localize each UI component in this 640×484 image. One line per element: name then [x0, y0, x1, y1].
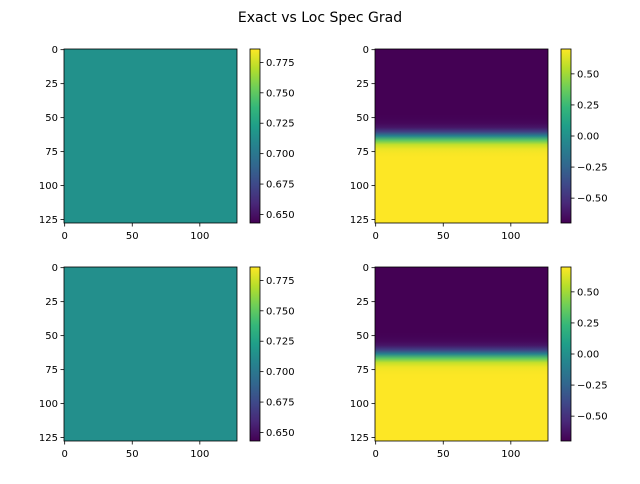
colorbar [249, 266, 261, 442]
colorbar-tick-label: 0.675 [266, 180, 295, 191]
figure-title: Exact vs Loc Spec Grad [238, 10, 402, 26]
colorbar-tick-label: 0.00 [577, 350, 599, 361]
x-tick-label: 100 [501, 449, 520, 460]
colorbar-tick-label: 0.650 [266, 210, 295, 221]
x-tick-label: 0 [372, 231, 378, 242]
axes-frame [63, 266, 238, 442]
axes-frame [374, 266, 549, 442]
x-tick-label: 50 [126, 231, 139, 242]
heatmap-image [375, 267, 548, 441]
subplot-bottom-right: 0 50 100 0 25 50 75 100 125 −0.50 −0.25 0.00 0.25 0.5… [350, 263, 608, 460]
x-tick-label: 100 [501, 231, 520, 242]
x-tick-label: 50 [437, 231, 450, 242]
y-tick-label: 125 [350, 215, 369, 226]
y-tick-label: 100 [350, 181, 369, 192]
colorbar-tick-label: 0.725 [266, 119, 295, 130]
y-tick-label: 75 [45, 365, 58, 376]
y-tick-label: 0 [52, 263, 58, 274]
x-tick-label: 0 [372, 449, 378, 460]
colorbar-tick-label: 0.700 [266, 149, 295, 160]
x-tick-label: 100 [190, 231, 209, 242]
colorbar-tick-label: 0.750 [266, 88, 295, 99]
y-tick-label: 125 [350, 433, 369, 444]
y-tick-label: 50 [356, 331, 369, 342]
colorbar [249, 48, 261, 224]
y-tick-label: 125 [39, 215, 58, 226]
y-tick-label: 50 [45, 331, 58, 342]
colorbar-tick-label: −0.50 [577, 194, 608, 205]
subplot-top-left: 0 50 100 0 25 50 75 100 125 0.650 0.675 0.700 0.725 0… [39, 45, 295, 242]
colorbar-tick-label: 0.650 [266, 428, 295, 439]
axes-frame [63, 48, 238, 224]
y-tick-label: 25 [356, 297, 369, 308]
colorbar-tick-label: 0.00 [577, 132, 599, 143]
y-tick-label: 50 [45, 113, 58, 124]
colorbar-tick-label: −0.50 [577, 412, 608, 423]
colorbar [560, 48, 572, 224]
colorbar-tick-label: 0.50 [577, 69, 599, 80]
colorbar-tick-label: −0.25 [577, 163, 608, 174]
colorbar-tick-label: 0.25 [577, 100, 599, 111]
y-tick-label: 75 [45, 147, 58, 158]
y-tick-label: 50 [356, 113, 369, 124]
subplot-grid: 0 50 100 0 25 50 75 100 125 0.650 0.675 0.700 0.725 0… [39, 45, 608, 460]
heatmap-image [375, 49, 548, 223]
y-tick-label: 25 [45, 79, 58, 90]
x-tick-label: 0 [61, 231, 67, 242]
heatmap-image [64, 49, 237, 223]
y-tick-label: 100 [39, 399, 58, 410]
x-tick-label: 50 [437, 449, 450, 460]
colorbar-tick-label: 0.50 [577, 287, 599, 298]
x-tick-label: 50 [126, 449, 139, 460]
y-tick-label: 75 [356, 365, 369, 376]
colorbar-tick-label: 0.775 [266, 58, 295, 69]
y-tick-label: 100 [350, 399, 369, 410]
heatmap-image [64, 267, 237, 441]
colorbar-tick-label: 0.725 [266, 337, 295, 348]
y-tick-label: 0 [52, 45, 58, 56]
y-tick-label: 100 [39, 181, 58, 192]
x-tick-label: 0 [61, 449, 67, 460]
axes-frame [374, 48, 549, 224]
colorbar-tick-label: 0.775 [266, 276, 295, 287]
subplot-top-right: 0 50 100 0 25 50 75 100 125 −0.50 −0.25 0.00 0.25 0.5… [350, 45, 608, 242]
y-tick-label: 75 [356, 147, 369, 158]
colorbar-tick-label: 0.750 [266, 306, 295, 317]
colorbar-tick-label: 0.700 [266, 367, 295, 378]
colorbar [560, 266, 572, 442]
colorbar-tick-label: 0.25 [577, 318, 599, 329]
y-tick-label: 25 [356, 79, 369, 90]
y-tick-label: 25 [45, 297, 58, 308]
colorbar-tick-label: 0.675 [266, 398, 295, 409]
y-tick-label: 0 [363, 263, 369, 274]
subplot-bottom-left: 0 50 100 0 25 50 75 100 125 0.650 0.675 0.700 0.725 0… [39, 263, 295, 460]
colorbar-tick-label: −0.25 [577, 381, 608, 392]
x-tick-label: 100 [190, 449, 209, 460]
y-tick-label: 125 [39, 433, 58, 444]
y-tick-label: 0 [363, 45, 369, 56]
